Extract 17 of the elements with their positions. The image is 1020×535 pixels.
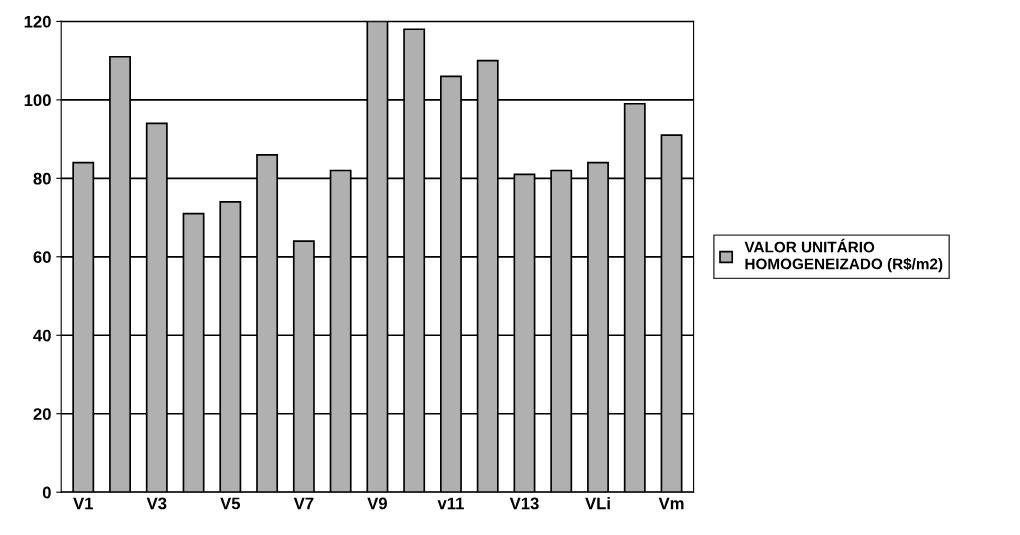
x-tick-label: V1 [73,497,93,510]
x-tick-label: V13 [509,497,539,510]
x-tick-label: V5 [220,497,241,510]
x-tick-label: V7 [293,497,314,510]
x-tick-label: V3 [146,497,167,510]
x-tick-label: Vm [658,497,684,510]
y-tick-label: 120 [24,15,51,28]
y-tick-label: 40 [33,329,51,342]
legend-label: VALOR UNITÁRIO HOMOGENEIZADO (R$/m2) [744,238,943,273]
y-tick-label: 0 [42,486,51,499]
y-tick-label: 60 [33,251,51,263]
x-tick-label: v11 [437,497,464,510]
x-tick-label: V9 [367,497,387,510]
y-tick-label: 20 [33,408,51,420]
y-tick-label: 80 [33,172,51,185]
y-tick-label: 100 [24,94,51,107]
x-tick-label: VLi [585,497,610,510]
